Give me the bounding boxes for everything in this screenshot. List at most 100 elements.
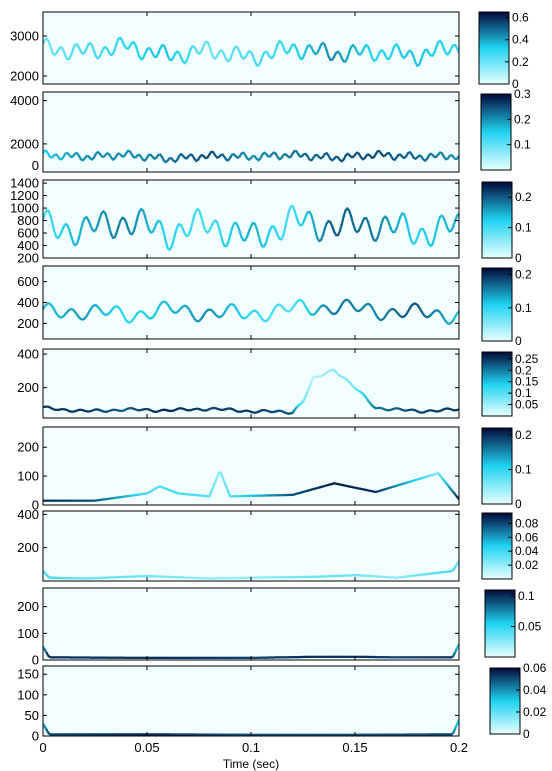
trace-segment bbox=[217, 226, 222, 236]
colorbar-tick-label: 0.1 bbox=[514, 138, 531, 152]
trace-segment bbox=[312, 221, 317, 232]
trace-segment bbox=[51, 222, 56, 233]
trace-segment bbox=[283, 218, 288, 230]
y-tick-label: 400 bbox=[17, 507, 39, 522]
colorbar-7: 0.020.040.060.08 bbox=[481, 512, 539, 580]
colorbar-4: 0 0.1 0.2 bbox=[481, 267, 532, 348]
x-tick-label: 0.15 bbox=[342, 740, 367, 755]
trace-segment bbox=[367, 221, 372, 230]
data-trace bbox=[43, 36, 459, 67]
colorbar-8: 0.05 0.1 bbox=[484, 589, 542, 658]
y-tick-label: 2000 bbox=[10, 69, 39, 84]
colorbar-tick-label: 0.1 bbox=[515, 301, 532, 315]
trace-segment bbox=[170, 239, 175, 248]
trace-segment bbox=[162, 232, 167, 244]
plot-area bbox=[43, 92, 459, 172]
x-tick-label: 0 bbox=[39, 740, 46, 755]
panel-2: 2000 4000 0 bbox=[10, 91, 460, 173]
colorbar-gradient bbox=[481, 512, 513, 580]
colorbar-2: 0.1 0.2 0.3 bbox=[480, 87, 531, 171]
trace-segment bbox=[435, 221, 440, 232]
panel-1: 2000 3000 bbox=[10, 11, 460, 85]
data-trace bbox=[43, 642, 459, 660]
colorbar-6: 0 0.1 0.2 bbox=[481, 427, 532, 511]
plot-area bbox=[43, 588, 459, 660]
y-tick-label: 4000 bbox=[10, 93, 39, 108]
colorbar-tick-label: 0.6 bbox=[512, 11, 529, 25]
colorbar-tick-label: 0.2 bbox=[514, 112, 531, 126]
colorbar-tick-label: 0.04 bbox=[515, 544, 539, 558]
y-tick-label: 1200 bbox=[10, 188, 39, 203]
y-tick-label: 100 bbox=[17, 469, 39, 484]
colorbar-9: 0 0.02 0.04 0.06 bbox=[489, 661, 547, 741]
trace-segment bbox=[164, 240, 169, 250]
colorbar-tick-label: 0.25 bbox=[515, 352, 539, 366]
x-axis-label: Time (sec) bbox=[223, 757, 279, 771]
trace-segment bbox=[340, 215, 345, 226]
trace-segment bbox=[321, 227, 326, 237]
plot-area bbox=[43, 349, 459, 418]
colorbar-tick-label: 0.1 bbox=[515, 386, 532, 400]
trace-segment bbox=[219, 233, 224, 243]
y-tick-label: 50 bbox=[25, 708, 39, 723]
trace-segment bbox=[134, 216, 139, 226]
colorbar-tick-label: 0.1 bbox=[515, 221, 532, 235]
colorbar-tick-label: 0.1 bbox=[515, 462, 532, 476]
plot-area bbox=[43, 12, 459, 84]
colorbar-tick-label: 0.02 bbox=[523, 705, 547, 719]
colorbar-tick-label: 0.2 bbox=[515, 268, 532, 282]
colorbar-tick-label: 0.4 bbox=[512, 33, 529, 47]
plot-area bbox=[43, 666, 459, 736]
trace-segment bbox=[350, 215, 355, 225]
colorbar-tick-label: 0.06 bbox=[515, 530, 539, 544]
panel-8: 0 100 200 bbox=[17, 587, 460, 668]
y-tick-label: 200 bbox=[17, 316, 39, 331]
trace-segment bbox=[189, 221, 194, 232]
colorbar-tick-label: 0 bbox=[512, 77, 519, 91]
trace-segment bbox=[161, 225, 166, 235]
colorbar-gradient bbox=[489, 667, 521, 735]
plot-area bbox=[43, 180, 459, 258]
trace-segment bbox=[108, 226, 113, 236]
y-tick-label: 100 bbox=[17, 626, 39, 641]
colorbar-tick-label: 0.2 bbox=[515, 363, 532, 377]
data-trace bbox=[43, 149, 459, 164]
trace-segment bbox=[77, 229, 82, 240]
y-tick-label: 600 bbox=[17, 226, 39, 241]
colorbar-tick-label: 0 bbox=[515, 251, 522, 265]
colorbar-tick-label: 0 bbox=[515, 334, 522, 348]
colorbar-tick-label: 0 bbox=[523, 727, 530, 741]
colorbar-gradient bbox=[478, 11, 510, 85]
trace-segment bbox=[200, 217, 205, 227]
data-trace bbox=[43, 204, 459, 251]
y-tick-label: 1000 bbox=[10, 201, 39, 216]
trace-segment bbox=[172, 231, 177, 242]
trace-segment bbox=[433, 228, 438, 240]
trace-segment bbox=[405, 218, 409, 229]
y-tick-label: 100 bbox=[17, 687, 39, 702]
trace-segment bbox=[227, 234, 232, 244]
data-trace bbox=[43, 298, 459, 325]
trace-segment bbox=[282, 227, 287, 237]
y-tick-label: 1400 bbox=[10, 176, 39, 191]
x-tick-label: 0.1 bbox=[242, 740, 260, 755]
y-tick-label: 400 bbox=[17, 238, 39, 253]
plot-area bbox=[43, 427, 459, 505]
y-tick-label: 400 bbox=[17, 295, 39, 310]
colorbar-tick-label: 0.3 bbox=[514, 87, 531, 101]
y-tick-label: 400 bbox=[17, 347, 39, 362]
colorbar-gradient bbox=[484, 589, 516, 658]
trace-segment bbox=[257, 234, 262, 244]
data-trace bbox=[43, 559, 459, 580]
trace-segment bbox=[369, 227, 374, 237]
colorbar-tick-label: 0.04 bbox=[523, 683, 547, 697]
plot-area bbox=[43, 511, 459, 581]
trace-segment bbox=[314, 229, 319, 239]
panel-5: 200 400 bbox=[17, 347, 460, 419]
trace-segment bbox=[338, 223, 343, 233]
colorbar-tick-label: 0 bbox=[515, 497, 522, 511]
trace-segment bbox=[255, 227, 260, 237]
trace-segment bbox=[376, 230, 381, 239]
